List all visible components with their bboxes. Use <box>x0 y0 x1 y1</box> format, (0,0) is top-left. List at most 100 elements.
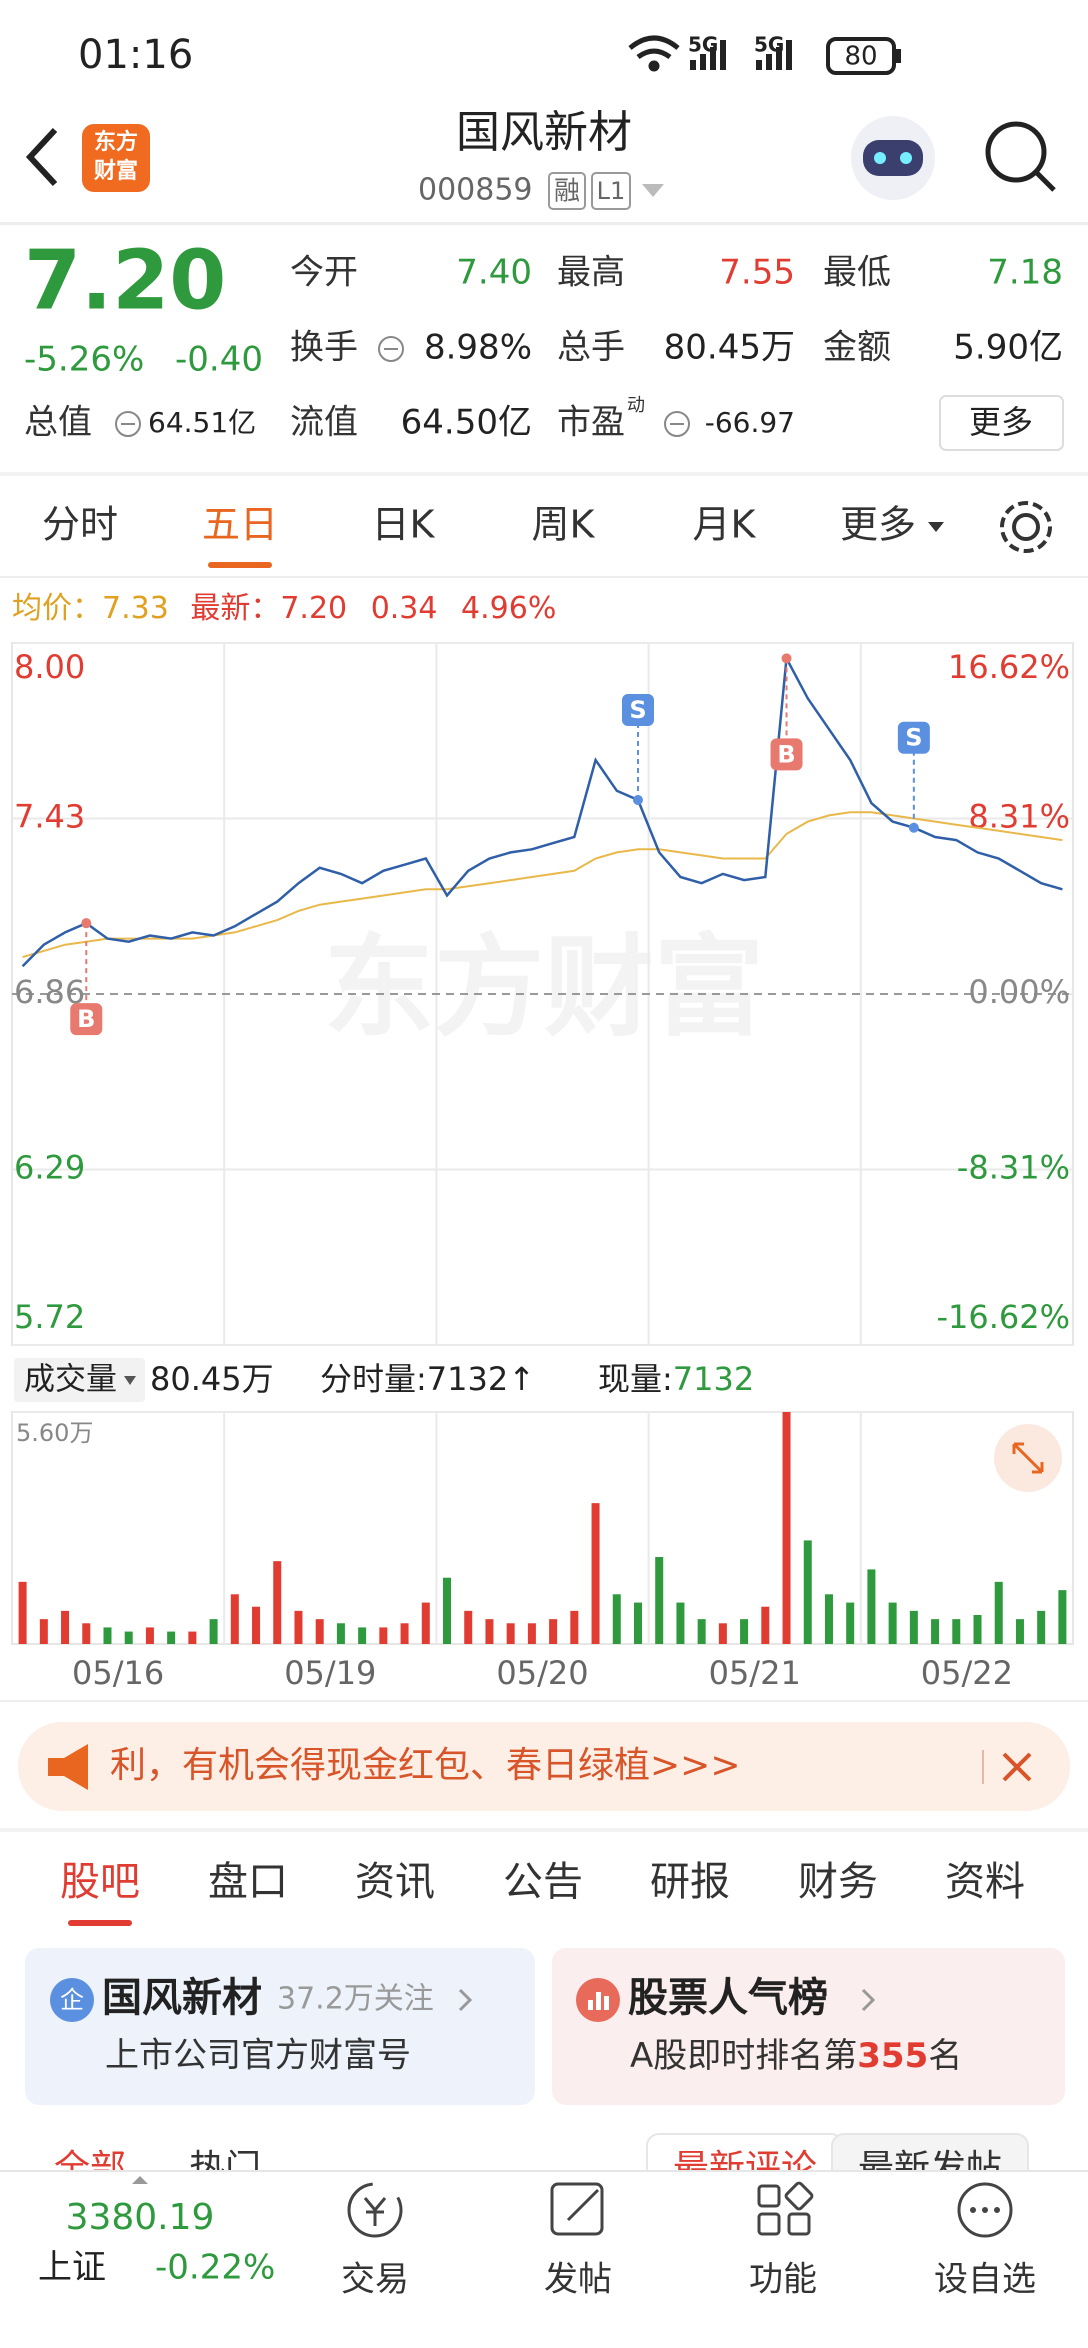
volume-total: 80.45万 <box>150 1360 274 1398</box>
nav-label[interactable]: 交易 <box>341 2260 409 2300</box>
volume-bar <box>570 1610 579 1644</box>
section-tab[interactable]: 盘口 <box>208 1859 288 1905</box>
signal-bars <box>690 40 726 70</box>
close-banner[interactable] <box>1002 1752 1032 1782</box>
card-title[interactable]: 国风新材 <box>102 1975 262 2021</box>
watchlist-icon[interactable] <box>957 2182 1013 2238</box>
nav-label[interactable]: 设自选 <box>934 2260 1036 2300</box>
volume-bar <box>315 1619 324 1644</box>
latest-value: 7.20 <box>280 591 347 626</box>
volume-bar <box>421 1602 430 1644</box>
y-tick-label: 8.00 <box>14 648 85 686</box>
separator <box>982 1750 984 1784</box>
card-subtitle: A股即时排名第355名 <box>630 2036 962 2076</box>
assistant-avatar[interactable] <box>851 116 935 200</box>
period-tab[interactable]: 分时 <box>42 503 118 547</box>
nav-label[interactable]: 发帖 <box>544 2260 612 2300</box>
volume-bar <box>39 1619 48 1644</box>
y-tick-label: 7.43 <box>14 798 85 836</box>
back-button[interactable] <box>25 127 58 187</box>
stat-value: 80.45万 <box>664 328 795 368</box>
more-button[interactable] <box>939 395 1064 451</box>
stat-label: 总值 <box>24 403 92 443</box>
volume-bar <box>782 1412 791 1644</box>
ranking-card[interactable] <box>552 1948 1065 2105</box>
tab-underline <box>68 1920 132 1926</box>
volume-bar <box>888 1602 897 1644</box>
trade-point <box>81 918 92 929</box>
stat-label: 总手 <box>557 328 625 368</box>
trade-point <box>908 822 919 833</box>
stat-value: 64.51亿 <box>148 406 256 439</box>
price-line <box>21 654 1063 968</box>
megaphone-icon <box>48 1744 88 1790</box>
trade-badge-label: S <box>905 724 922 752</box>
y-tick-label: 5.72 <box>14 1298 85 1336</box>
trade-badge-label: B <box>77 1005 95 1033</box>
nav-label[interactable]: 功能 <box>749 2260 817 2300</box>
volume-bar <box>464 1610 473 1644</box>
stat-label: 最高 <box>557 253 625 293</box>
current-volume: 现量:7132 <box>598 1360 754 1398</box>
section-tab[interactable]: 研报 <box>650 1859 730 1905</box>
function-icon[interactable] <box>757 2181 814 2236</box>
section-tab[interactable]: 财务 <box>798 1859 878 1905</box>
dropdown-icon[interactable] <box>124 1376 136 1385</box>
volume-bar <box>18 1581 27 1644</box>
card-title[interactable]: 股票人气榜 <box>628 1975 828 2021</box>
trade-badge-label: B <box>777 740 795 768</box>
search-button[interactable] <box>985 121 1056 192</box>
post-icon[interactable] <box>550 2182 604 2236</box>
tick-volume: 分时量:7132↑ <box>320 1360 535 1398</box>
divider <box>0 2170 1088 2172</box>
promo-banner[interactable] <box>18 1722 1070 1811</box>
section-tab[interactable]: 资料 <box>945 1859 1025 1905</box>
period-tab[interactable]: 月K <box>693 503 757 547</box>
card-icon <box>50 1978 94 2022</box>
y-tick-label: 6.29 <box>14 1149 85 1187</box>
volume-bar <box>209 1619 218 1644</box>
period-tab[interactable]: 日K <box>372 503 436 547</box>
chevron <box>861 1988 876 2012</box>
divider <box>0 576 1088 578</box>
company-card[interactable] <box>25 1948 535 2105</box>
dropdown-icon[interactable] <box>642 184 664 197</box>
info-icon[interactable] <box>664 411 690 437</box>
stat-value: 8.98% <box>424 328 532 368</box>
volume-label[interactable]: 成交量 <box>24 1362 117 1398</box>
index-value[interactable]: 3380.19 <box>66 2197 215 2238</box>
trade-icon[interactable] <box>347 2182 403 2238</box>
stock-code: 000859 <box>418 173 533 208</box>
expand-indicator <box>132 2176 148 2184</box>
volume-bar <box>612 1594 621 1644</box>
period-tab[interactable]: 更多 <box>840 503 916 547</box>
section-tab[interactable]: 股吧 <box>60 1859 140 1905</box>
x-tick-label: 05/21 <box>709 1654 801 1692</box>
volume-bar <box>591 1503 600 1644</box>
section-tab[interactable]: 公告 <box>503 1859 583 1905</box>
period-tab[interactable]: 五日 <box>202 503 278 547</box>
expand-button[interactable] <box>994 1424 1062 1492</box>
settings-button[interactable] <box>1000 501 1052 553</box>
info-icon[interactable] <box>115 411 141 437</box>
period-tab[interactable]: 周K <box>532 503 596 547</box>
more-button-label[interactable]: 更多 <box>969 403 1033 441</box>
section-tab[interactable]: 资讯 <box>355 1859 435 1905</box>
dropdown-icon[interactable] <box>928 522 944 532</box>
banner-text[interactable]: 利，有机会得现金红包、春日绿植>>> <box>110 1745 741 1786</box>
change: -0.40 <box>175 340 263 380</box>
volume-bar <box>740 1619 749 1644</box>
stat-label: 最低 <box>823 253 891 293</box>
info-icon[interactable] <box>378 336 404 362</box>
volume-selector[interactable] <box>14 1358 145 1402</box>
stat-note: 动 <box>627 395 645 416</box>
volume-bar <box>697 1619 706 1644</box>
stat-value: 7.40 <box>456 253 532 293</box>
index-name[interactable]: 上证 <box>38 2248 106 2288</box>
x-tick-label: 05/22 <box>921 1654 1013 1692</box>
tab-underline <box>208 562 272 568</box>
index-change[interactable]: -0.22% <box>155 2248 275 2288</box>
rank-text: 名 <box>928 2036 962 2076</box>
y2-tick-label: -8.31% <box>957 1149 1070 1187</box>
